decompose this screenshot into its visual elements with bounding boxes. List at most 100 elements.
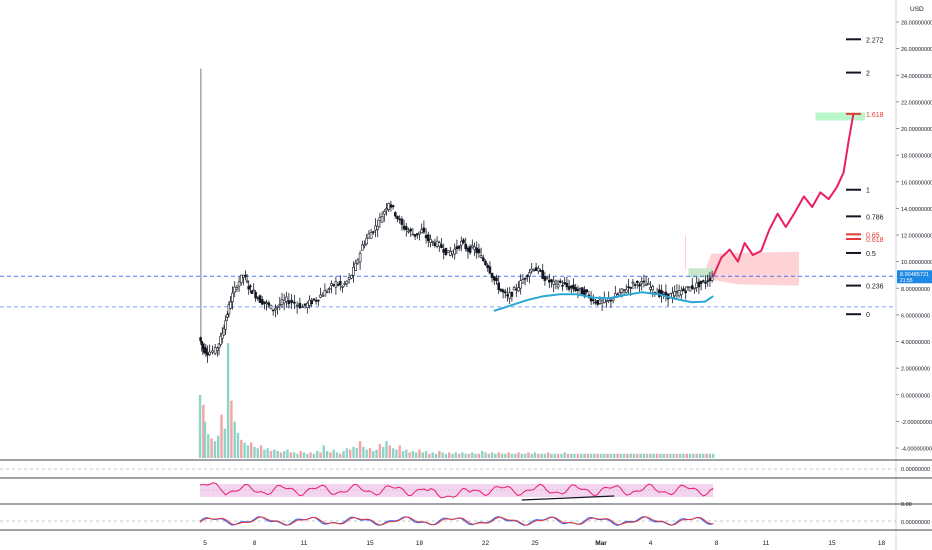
candle-body-25: [245, 280, 249, 283]
volume-bar-109: [556, 453, 560, 458]
volume-bar-51: [365, 449, 368, 458]
candle-body-89: [387, 203, 391, 210]
candle-body-6: [208, 351, 211, 355]
candle-body-134: [486, 264, 490, 269]
candle-body-64: [332, 284, 336, 286]
lines-layer: [493, 113, 855, 312]
volume-bar-45: [345, 448, 349, 458]
candle-body-204: [640, 280, 644, 284]
candle-body-224: [684, 290, 688, 294]
candle-body-80: [367, 233, 371, 239]
volume-bar-98: [520, 453, 523, 458]
volume-bar-39: [325, 451, 329, 458]
levels-layer: [0, 275, 896, 308]
volume-bar-130: [626, 453, 629, 458]
candle-body-36: [267, 302, 271, 306]
candle-body-205: [642, 280, 646, 283]
volume-bar-92: [500, 453, 504, 458]
volume-bar-104: [540, 453, 543, 458]
candle-body-191: [611, 298, 615, 302]
volume-bar-120: [593, 453, 596, 458]
candle-body-119: [453, 248, 457, 255]
volume-bar-93: [504, 453, 507, 458]
candle-body-160: [543, 276, 547, 281]
candle-body-221: [677, 290, 681, 297]
osc2-axis-label: 0.00: [901, 502, 912, 508]
volume-bar-12: [236, 432, 240, 458]
x-tick-label-2: 11: [301, 540, 308, 547]
volume-bar-60: [395, 449, 398, 458]
candle-body-61: [325, 291, 329, 293]
volume-bar-124: [606, 453, 609, 458]
volume-bar-90: [494, 453, 497, 458]
volume-bar-141: [662, 453, 665, 458]
candle-body-135: [488, 266, 492, 274]
candle-body-137: [492, 276, 496, 281]
volume-bar-32: [302, 452, 306, 458]
candle-body-43: [282, 299, 286, 304]
candle-body-121: [457, 245, 461, 249]
candle-body-207: [646, 282, 650, 285]
candle-body-12: [221, 332, 224, 339]
volume-bar-52: [368, 448, 372, 458]
candle-body-220: [675, 291, 679, 293]
candle-body-88: [385, 208, 388, 211]
candle-body-52: [305, 302, 309, 308]
candle-body-153: [528, 272, 531, 277]
candle-body-90: [389, 204, 393, 208]
candle-body-69: [343, 283, 347, 285]
volume-bar-68: [421, 452, 424, 458]
candle-body-22: [240, 274, 243, 284]
divergence-line: [521, 495, 615, 501]
volume-bar-27: [286, 449, 289, 458]
candle-body-126: [468, 246, 472, 253]
fib-label-4: 0.786: [866, 214, 884, 221]
volume-bar-42: [335, 452, 339, 458]
candle-body-13: [222, 327, 226, 336]
volume-bar-15: [246, 445, 250, 458]
candle-body-42: [280, 299, 284, 305]
volume-bar-126: [613, 453, 616, 458]
moving-average-line: [493, 291, 714, 312]
candle-body-74: [354, 262, 358, 271]
cloud-layer: [684, 112, 865, 286]
candle-body-33: [260, 299, 264, 305]
fib-label-2: 1.618: [866, 112, 884, 119]
candle-body-55: [312, 298, 316, 301]
volume-bar-107: [550, 453, 553, 458]
candle-body-155: [532, 269, 536, 271]
volume-bar-8: [223, 428, 226, 458]
volume-bar-24: [276, 451, 279, 458]
volume-bar-125: [609, 453, 613, 458]
candle-body-208: [649, 286, 652, 290]
candle-body-91: [391, 205, 395, 208]
volume-bar-140: [659, 453, 662, 458]
volume-bar-16: [250, 442, 253, 458]
volume-bar-117: [583, 453, 586, 458]
volume-bar-47: [352, 446, 355, 458]
candle-body-115: [444, 247, 448, 255]
candle-body-128: [473, 246, 476, 251]
fib-label-3: 1: [866, 188, 870, 195]
candle-body-71: [347, 277, 351, 280]
candle-body-146: [512, 287, 516, 291]
volume-bar-85: [477, 453, 481, 458]
target-zone-box: [815, 112, 865, 121]
candle-body-73: [352, 266, 355, 276]
candle-body-60: [323, 289, 327, 297]
volume-bar-59: [391, 448, 395, 458]
volume-bar-71: [431, 452, 434, 458]
candle-body-41: [278, 303, 282, 306]
volume-bar-50: [362, 446, 365, 458]
candle-body-66: [336, 284, 340, 286]
volume-bar-136: [646, 453, 649, 458]
candle-body-124: [464, 243, 468, 250]
volume-bar-119: [589, 453, 593, 458]
osc1-axis-label: 0.00000000: [901, 467, 930, 473]
volume-bar-75: [444, 453, 448, 458]
x-tick-label-1: 8: [253, 540, 257, 547]
candle-body-78: [363, 244, 366, 247]
candle-body-159: [541, 270, 545, 279]
candle-body-163: [550, 279, 553, 282]
